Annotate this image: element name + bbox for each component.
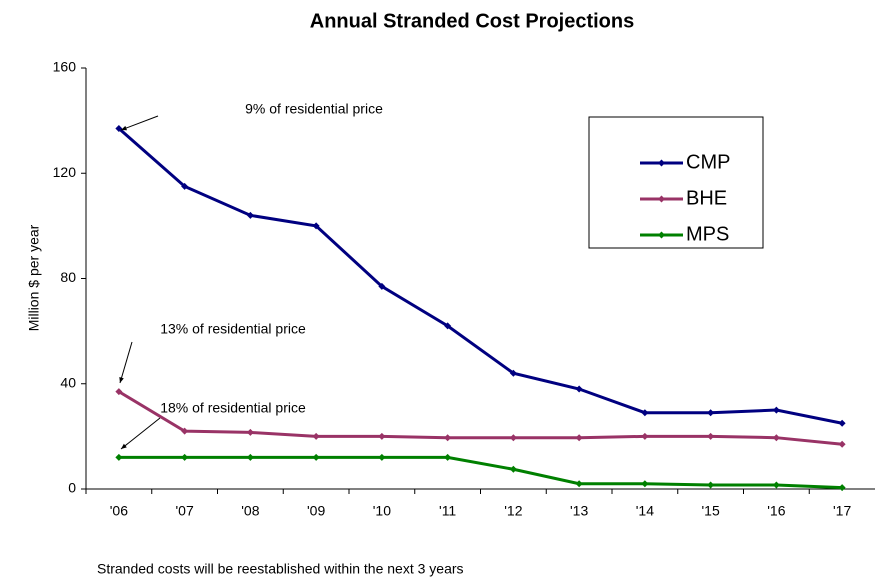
annotation-arrow (120, 115, 159, 131)
annotation: 9% of residential price (245, 101, 383, 117)
x-tick-label: '15 (702, 503, 720, 519)
point (772, 481, 780, 489)
annotation: 13% of residential price (160, 321, 306, 337)
point (181, 453, 189, 461)
point (444, 322, 452, 330)
series-line (117, 127, 843, 425)
legend (588, 116, 764, 249)
point (378, 453, 386, 461)
annotation: 18% of residential price (160, 400, 306, 416)
y-tick-label: 40 (60, 374, 76, 390)
x-tick-label: '16 (767, 503, 785, 519)
point (246, 211, 254, 219)
x-tick-label: '06 (110, 503, 128, 519)
chart-title: Annual Stranded Cost Projections (310, 10, 634, 32)
point (181, 427, 189, 435)
point (246, 428, 254, 436)
arrow-head (121, 443, 127, 449)
x-tick-label: '12 (504, 503, 522, 519)
x-tick-label: '09 (307, 503, 325, 519)
point (246, 453, 254, 461)
legend-label: MPS (686, 223, 729, 245)
legend-label: BHE (686, 187, 727, 209)
x-tick-label: '10 (373, 503, 391, 519)
point (509, 465, 517, 473)
point (575, 480, 583, 488)
point (312, 432, 320, 440)
point (575, 434, 583, 442)
point (772, 434, 780, 442)
point (641, 409, 649, 417)
x-tick-label: '17 (833, 503, 851, 519)
series-line (118, 390, 843, 446)
point (115, 388, 123, 396)
point (444, 434, 452, 442)
arrow-head (119, 377, 124, 383)
point (641, 432, 649, 440)
y-tick-label: 160 (53, 59, 77, 75)
legend-marker (658, 195, 665, 203)
annotation-arrow (120, 417, 161, 450)
point (378, 432, 386, 440)
legend-marker (658, 231, 665, 239)
annotation-arrow (119, 341, 133, 384)
point (707, 481, 715, 489)
point (444, 453, 452, 461)
legend-label: CMP (686, 151, 730, 173)
x-tick-label: '08 (241, 503, 259, 519)
y-tick-label: 120 (53, 164, 77, 180)
point (181, 182, 189, 190)
point (509, 369, 517, 377)
point (575, 385, 583, 393)
point (707, 409, 715, 417)
point (838, 440, 846, 448)
x-tick-label: '07 (176, 503, 194, 519)
point (509, 434, 517, 442)
point (115, 453, 123, 461)
point (312, 222, 320, 230)
footnote: Stranded costs will be reestablished wit… (97, 561, 464, 577)
y-tick-label: 80 (60, 269, 76, 285)
arrow-head (121, 125, 127, 131)
series-line (118, 455, 843, 490)
point (772, 406, 780, 414)
point (312, 453, 320, 461)
point (115, 125, 123, 133)
point (707, 432, 715, 440)
point (641, 480, 649, 488)
x-tick-label: '11 (439, 503, 456, 519)
y-tick-label: 0 (68, 480, 76, 496)
legend-marker (658, 159, 665, 167)
x-tick-label: '13 (570, 503, 588, 519)
point (378, 282, 386, 290)
point (838, 484, 846, 492)
y-axis-label: Million $ per year (26, 224, 42, 331)
point (838, 419, 846, 427)
x-tick-label: '14 (636, 503, 654, 519)
